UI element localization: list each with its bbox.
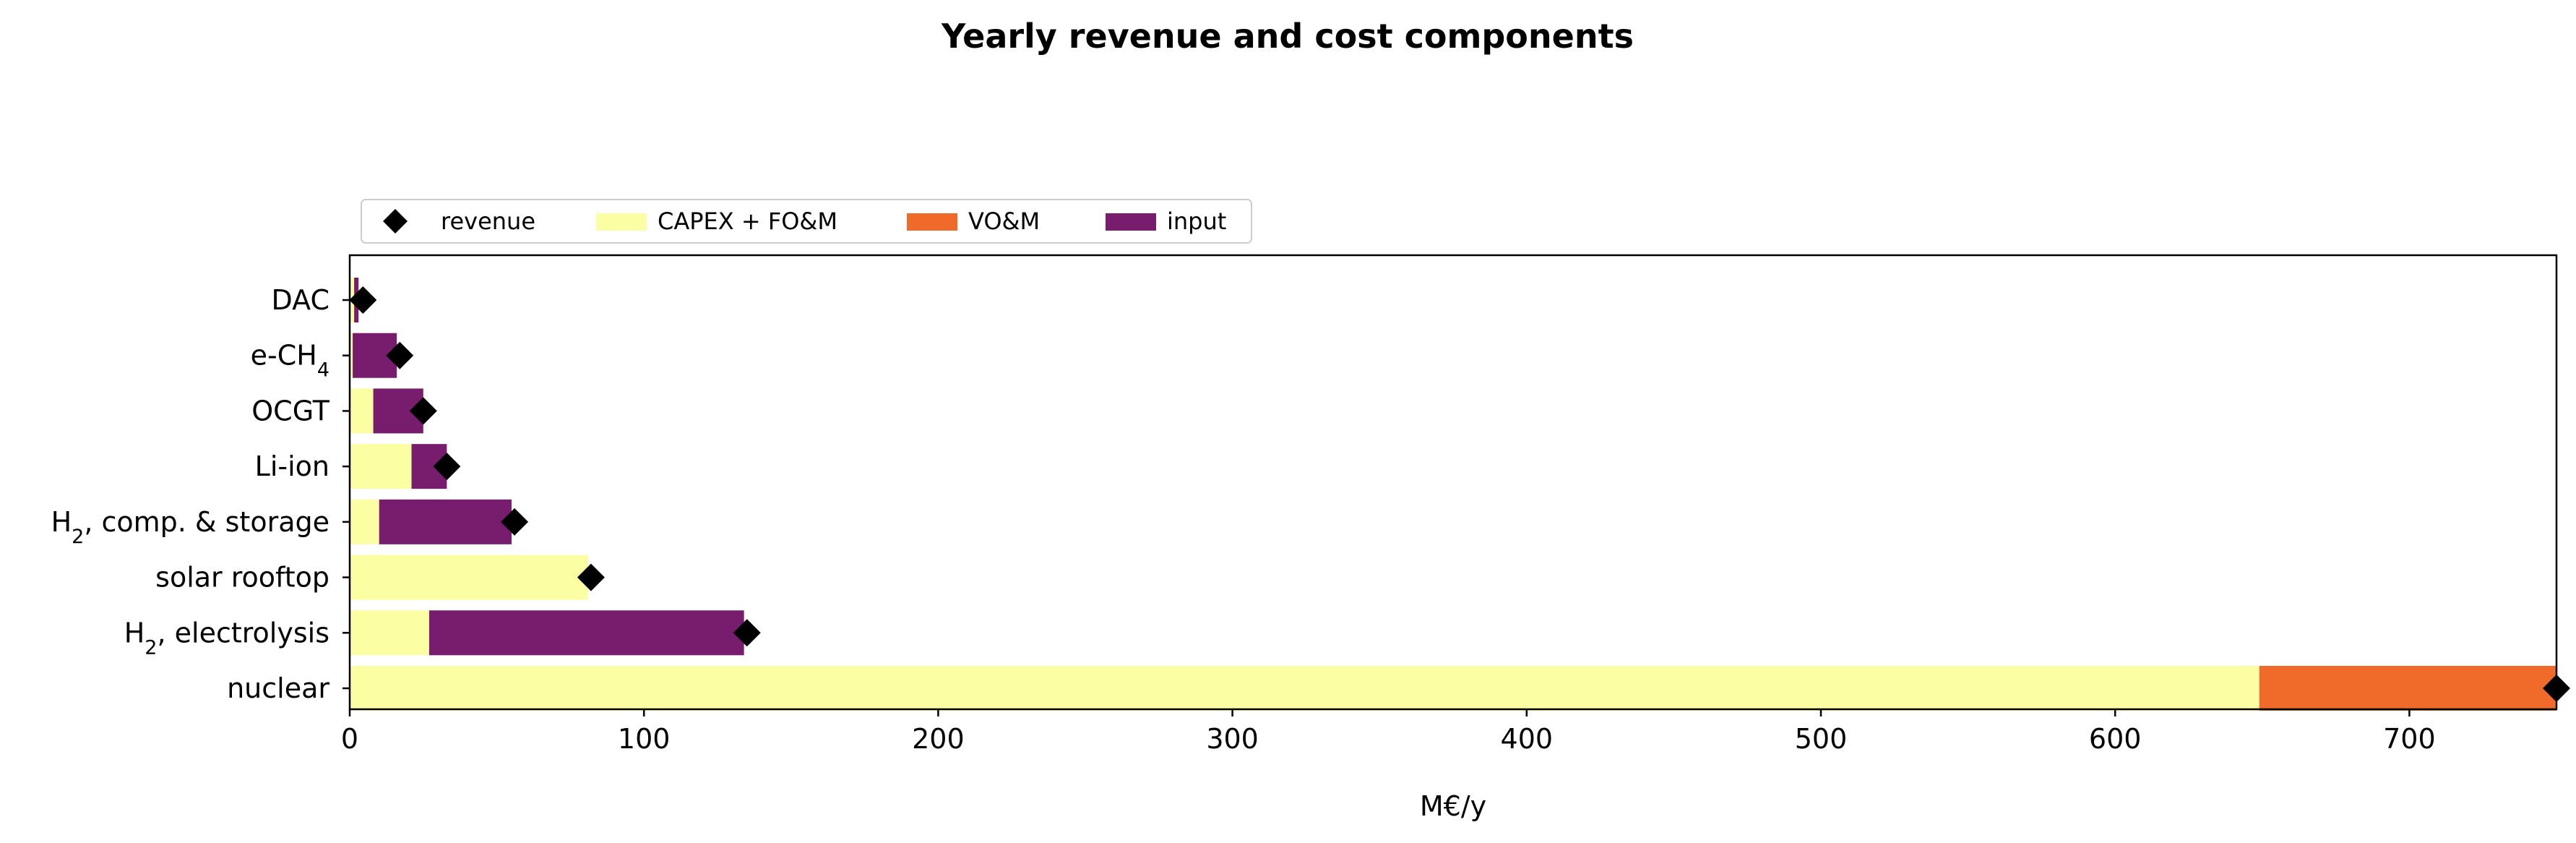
revenue-marker-4 bbox=[501, 508, 529, 536]
revenue-marker-5 bbox=[577, 563, 605, 591]
x-tick-label: 500 bbox=[1795, 723, 1848, 755]
bar-capex-fo-m-6 bbox=[350, 610, 429, 656]
axes-frame bbox=[348, 254, 2558, 711]
bar-vo-m-7 bbox=[2259, 666, 2556, 711]
bar-capex-fo-m-4 bbox=[350, 499, 379, 544]
revenue-marker-3 bbox=[433, 453, 461, 481]
y-tick-label: nuclear bbox=[227, 672, 329, 704]
x-tick-label: 0 bbox=[341, 723, 358, 755]
bar-capex-fo-m-2 bbox=[350, 388, 374, 434]
y-tick-label: DAC bbox=[272, 284, 329, 316]
x-tick-label: 100 bbox=[618, 723, 671, 755]
x-tick-label: 600 bbox=[2089, 723, 2142, 755]
y-tick-label: solar rooftop bbox=[155, 562, 329, 594]
bar-capex-fo-m-7 bbox=[350, 666, 2260, 711]
x-axis: 0 100 200 300 400 500 600 700 bbox=[341, 709, 2436, 755]
legend: revenue CAPEX + FO&M VO&M input bbox=[361, 199, 1252, 244]
legend-label-input: input bbox=[1167, 207, 1226, 235]
revenue-marker-1 bbox=[386, 341, 414, 369]
legend-swatch-revenue bbox=[383, 209, 408, 234]
y-tick-label: OCGT bbox=[251, 395, 330, 427]
bars bbox=[350, 278, 2556, 711]
revenue-markers bbox=[349, 286, 2570, 702]
y-tick-label: H2, electrolysis bbox=[124, 617, 329, 659]
bar-input-6 bbox=[428, 610, 744, 656]
legend-swatch-capex-fo-m bbox=[596, 213, 647, 231]
bar-capex-fo-m-5 bbox=[350, 555, 588, 600]
y-tick-label: Li-ion bbox=[255, 450, 329, 482]
x-tick-label: 700 bbox=[2383, 723, 2436, 755]
legend-swatch-vo-m bbox=[907, 213, 957, 231]
legend-swatch-input bbox=[1106, 213, 1156, 231]
revenue-marker-6 bbox=[733, 619, 761, 647]
legend-label-vo-m: VO&M bbox=[968, 207, 1040, 235]
x-axis-label: M€/y bbox=[1420, 790, 1486, 822]
legend-label-revenue: revenue bbox=[441, 207, 535, 235]
bar-capex-fo-m-1 bbox=[350, 333, 353, 378]
x-tick-label: 200 bbox=[912, 723, 965, 755]
x-tick-label: 300 bbox=[1206, 723, 1259, 755]
y-tick-label: H2, comp. & storage bbox=[51, 506, 329, 548]
y-axis: nuclear H2, electrolysis solar rooftop H2, … bbox=[51, 284, 350, 704]
revenue-marker-0 bbox=[349, 286, 377, 314]
bar-capex-fo-m-3 bbox=[350, 444, 412, 489]
y-tick-label: e-CH4 bbox=[251, 340, 329, 382]
chart-title: Yearly revenue and cost components bbox=[941, 17, 1634, 56]
bar-input-4 bbox=[379, 499, 512, 544]
legend-label-capex-fo-m: CAPEX + FO&M bbox=[658, 207, 837, 235]
revenue-marker-2 bbox=[409, 397, 437, 425]
legend-frame bbox=[361, 199, 1252, 244]
x-tick-label: 400 bbox=[1501, 723, 1554, 755]
